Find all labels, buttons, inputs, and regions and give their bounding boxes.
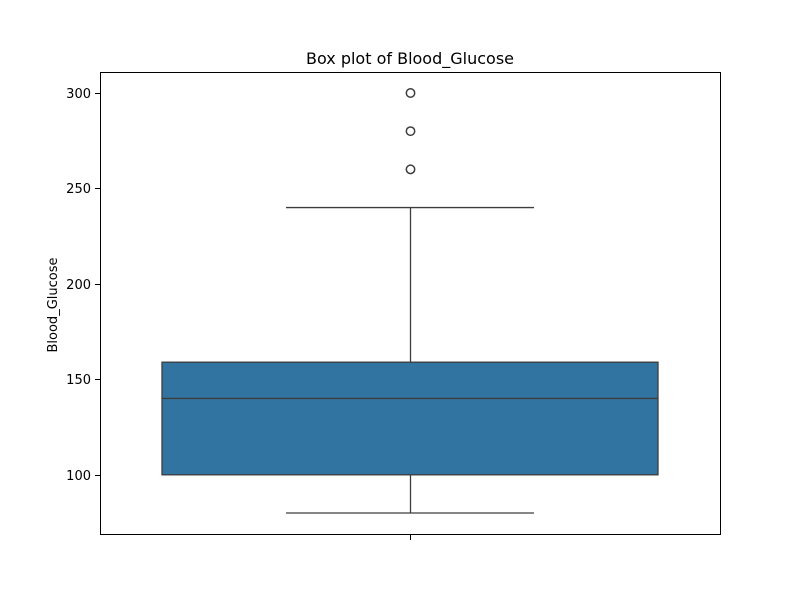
y-axis-label: Blood_Glucose bbox=[46, 258, 61, 353]
y-tick-label: 150 bbox=[66, 373, 91, 388]
outlier-point bbox=[405, 126, 416, 137]
iqr-box bbox=[161, 361, 659, 476]
plot-marks bbox=[161, 88, 659, 514]
y-tick-label: 250 bbox=[66, 182, 91, 197]
outlier-point bbox=[405, 88, 416, 98]
y-tick-label: 200 bbox=[66, 278, 91, 293]
outlier-point bbox=[405, 164, 416, 175]
chart-title: Box plot of Blood_Glucose bbox=[306, 49, 514, 69]
plot-area-frame bbox=[100, 72, 721, 535]
y-tick-label: 100 bbox=[66, 469, 91, 484]
y-axis: 100 150 200 250 300 bbox=[66, 87, 100, 484]
y-tick-label: 300 bbox=[66, 87, 91, 102]
